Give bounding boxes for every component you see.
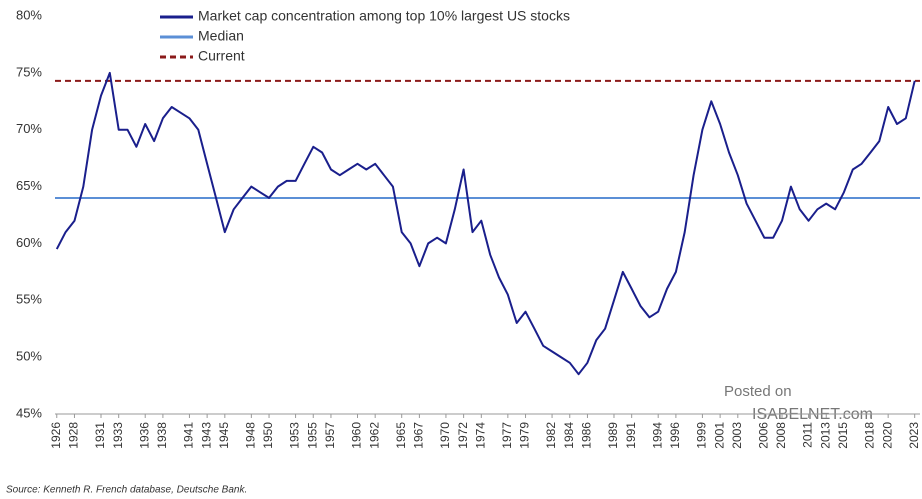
x-tick-label: 1941 <box>182 422 196 449</box>
x-tick-label: 1938 <box>155 422 169 449</box>
x-tick-label: 1984 <box>562 422 576 449</box>
x-tick-label: 1994 <box>650 422 664 449</box>
x-tick-label: 1962 <box>367 422 381 449</box>
x-tick-label: 2006 <box>757 422 771 449</box>
x-tick-label: 1960 <box>350 422 364 449</box>
x-tick-label: 2020 <box>880 422 894 449</box>
x-tick-label: 1974 <box>473 422 487 449</box>
x-tick-label: 1931 <box>93 422 107 449</box>
watermark: Posted on <box>724 383 792 400</box>
x-tick-label: 2008 <box>774 422 788 449</box>
x-tick-label: 1957 <box>323 422 337 449</box>
legend-label: Current <box>198 48 245 64</box>
x-tick-label: 2023 <box>907 422 921 449</box>
x-tick-label: 1936 <box>137 422 151 449</box>
x-tick-label: 1986 <box>580 422 594 449</box>
y-tick-label: 70% <box>16 121 42 136</box>
source: Source: Kenneth R. French database, Deut… <box>6 485 247 496</box>
x-tick-label: 2003 <box>730 422 744 449</box>
x-tick-label: 2001 <box>712 422 726 449</box>
x-tick-label: 1999 <box>695 422 709 449</box>
x-tick-label: 1943 <box>199 422 213 449</box>
x-tick-label: 1933 <box>111 422 125 449</box>
x-tick-label: 1991 <box>624 422 638 449</box>
x-tick-label: 1989 <box>606 422 620 449</box>
x-tick-label: 1967 <box>412 422 426 449</box>
x-tick-label: 1979 <box>518 422 532 449</box>
y-tick-label: 65% <box>16 178 42 193</box>
watermark: ISABELNET.com <box>752 406 873 423</box>
legend-label: Median <box>198 28 244 44</box>
x-tick-label: 1928 <box>67 422 81 449</box>
x-tick-label: 2011 <box>801 422 815 448</box>
x-tick-label: 1982 <box>544 422 558 449</box>
y-tick-label: 50% <box>16 349 42 364</box>
x-tick-label: 1926 <box>49 422 63 449</box>
y-tick-label: 75% <box>16 64 42 79</box>
x-tick-label: 1945 <box>217 422 231 449</box>
x-tick-label: 2018 <box>863 422 877 449</box>
x-tick-label: 1996 <box>668 422 682 449</box>
x-tick-label: 1948 <box>244 422 258 449</box>
legend-label: Market cap concentration among top 10% l… <box>198 8 570 24</box>
data-line <box>55 71 916 376</box>
x-tick-label: 2015 <box>836 422 850 449</box>
x-tick-label: 1977 <box>500 422 514 449</box>
x-tick-label: 2013 <box>818 422 832 449</box>
x-tick-label: 1972 <box>456 422 470 449</box>
y-tick-label: 55% <box>16 292 42 307</box>
x-tick-label: 1955 <box>305 422 319 449</box>
x-tick-label: 1953 <box>288 422 302 449</box>
x-tick-label: 1965 <box>394 422 408 449</box>
y-tick-label: 45% <box>16 405 42 420</box>
y-tick-label: 80% <box>16 7 42 22</box>
x-tick-label: 1970 <box>438 422 452 449</box>
y-tick-label: 60% <box>16 235 42 250</box>
x-tick-label: 1950 <box>261 422 275 449</box>
